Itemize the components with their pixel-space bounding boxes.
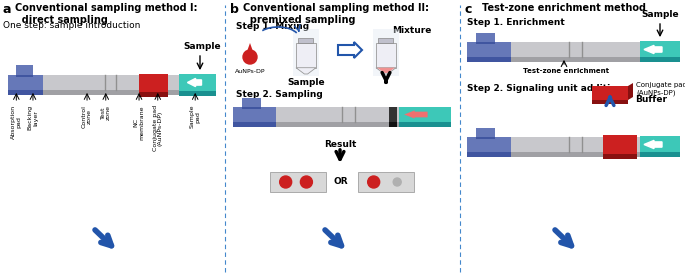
- Polygon shape: [376, 68, 396, 74]
- FancyBboxPatch shape: [467, 42, 511, 57]
- FancyBboxPatch shape: [373, 29, 399, 76]
- FancyBboxPatch shape: [242, 107, 261, 109]
- FancyBboxPatch shape: [467, 42, 680, 57]
- Polygon shape: [377, 68, 395, 73]
- Text: OR: OR: [334, 178, 348, 186]
- FancyBboxPatch shape: [640, 152, 680, 157]
- Text: Step 1. Mixing: Step 1. Mixing: [236, 22, 309, 31]
- FancyArrow shape: [188, 78, 201, 87]
- Text: Conjugate pad
(AuNPs-DP): Conjugate pad (AuNPs-DP): [153, 105, 163, 151]
- Text: Buffer: Buffer: [635, 95, 667, 104]
- Text: One step: sample introduction: One step: sample introduction: [3, 21, 140, 30]
- FancyBboxPatch shape: [640, 136, 680, 152]
- Text: Backing
layer: Backing layer: [28, 105, 38, 130]
- Polygon shape: [247, 43, 253, 53]
- Text: Control
zone: Control zone: [82, 105, 92, 128]
- FancyBboxPatch shape: [389, 107, 397, 122]
- FancyBboxPatch shape: [640, 57, 680, 62]
- FancyArrow shape: [644, 140, 662, 149]
- FancyBboxPatch shape: [467, 137, 511, 152]
- Polygon shape: [296, 68, 316, 74]
- FancyBboxPatch shape: [270, 172, 326, 192]
- FancyArrow shape: [338, 42, 362, 58]
- FancyBboxPatch shape: [233, 122, 451, 127]
- Circle shape: [368, 176, 379, 188]
- FancyBboxPatch shape: [8, 90, 216, 95]
- Circle shape: [243, 50, 257, 64]
- Text: Step 2. Signaling unit addition: Step 2. Signaling unit addition: [467, 84, 623, 93]
- FancyArrow shape: [644, 45, 662, 54]
- FancyBboxPatch shape: [8, 90, 43, 95]
- Text: Absorption
pad: Absorption pad: [11, 105, 21, 139]
- Text: c: c: [465, 3, 473, 16]
- Text: Conventional sampling method I:
  direct sampling: Conventional sampling method I: direct s…: [15, 3, 197, 25]
- FancyBboxPatch shape: [476, 33, 495, 42]
- FancyBboxPatch shape: [233, 107, 276, 122]
- FancyBboxPatch shape: [233, 122, 276, 127]
- FancyBboxPatch shape: [233, 107, 451, 122]
- FancyBboxPatch shape: [179, 91, 216, 96]
- Text: Test-zone enrichment: Test-zone enrichment: [523, 68, 609, 74]
- Text: AuNPs-DP: AuNPs-DP: [235, 69, 265, 74]
- Text: Sample: Sample: [287, 78, 325, 87]
- Text: b: b: [230, 3, 239, 16]
- Text: Result: Result: [324, 140, 356, 149]
- FancyBboxPatch shape: [467, 152, 511, 157]
- Text: Step 2. Sampling: Step 2. Sampling: [236, 90, 323, 99]
- FancyBboxPatch shape: [139, 92, 168, 97]
- FancyBboxPatch shape: [376, 43, 396, 68]
- Text: Conventional sampling method II:
  premixed sampling: Conventional sampling method II: premixe…: [243, 3, 429, 25]
- FancyBboxPatch shape: [16, 75, 33, 77]
- FancyBboxPatch shape: [389, 122, 397, 127]
- Text: Sample: Sample: [183, 42, 221, 51]
- Text: NC
membrane: NC membrane: [134, 105, 145, 139]
- FancyBboxPatch shape: [467, 57, 680, 62]
- FancyBboxPatch shape: [467, 137, 680, 152]
- FancyBboxPatch shape: [8, 75, 43, 90]
- FancyBboxPatch shape: [603, 135, 637, 154]
- FancyBboxPatch shape: [399, 122, 451, 127]
- FancyBboxPatch shape: [592, 86, 628, 100]
- Text: a: a: [3, 3, 12, 16]
- Circle shape: [301, 176, 312, 188]
- Text: Conjugate pad
(AuNPs-DP): Conjugate pad (AuNPs-DP): [636, 82, 685, 96]
- FancyBboxPatch shape: [8, 75, 216, 90]
- FancyBboxPatch shape: [296, 43, 316, 68]
- FancyBboxPatch shape: [179, 74, 216, 91]
- FancyBboxPatch shape: [640, 41, 680, 57]
- Text: Step 1. Enrichment: Step 1. Enrichment: [467, 18, 564, 27]
- FancyBboxPatch shape: [299, 38, 314, 43]
- FancyBboxPatch shape: [476, 128, 495, 137]
- Text: Test-zone enrichment method: Test-zone enrichment method: [482, 3, 646, 13]
- FancyBboxPatch shape: [399, 107, 451, 122]
- FancyBboxPatch shape: [592, 100, 628, 104]
- Text: Sample
pad: Sample pad: [190, 105, 201, 129]
- FancyBboxPatch shape: [379, 38, 393, 43]
- Polygon shape: [628, 83, 633, 100]
- FancyBboxPatch shape: [358, 172, 414, 192]
- Text: Test
zone: Test zone: [101, 105, 111, 120]
- Circle shape: [279, 176, 292, 188]
- FancyBboxPatch shape: [467, 57, 511, 62]
- FancyBboxPatch shape: [476, 42, 495, 44]
- FancyArrow shape: [404, 110, 427, 119]
- Circle shape: [393, 178, 401, 186]
- Text: Sample: Sample: [641, 10, 679, 19]
- FancyBboxPatch shape: [139, 74, 168, 92]
- FancyBboxPatch shape: [293, 29, 319, 76]
- FancyBboxPatch shape: [476, 137, 495, 139]
- Text: Mixture: Mixture: [392, 26, 432, 35]
- FancyBboxPatch shape: [603, 154, 637, 159]
- FancyBboxPatch shape: [467, 152, 680, 157]
- FancyBboxPatch shape: [16, 65, 33, 75]
- FancyBboxPatch shape: [242, 98, 261, 107]
